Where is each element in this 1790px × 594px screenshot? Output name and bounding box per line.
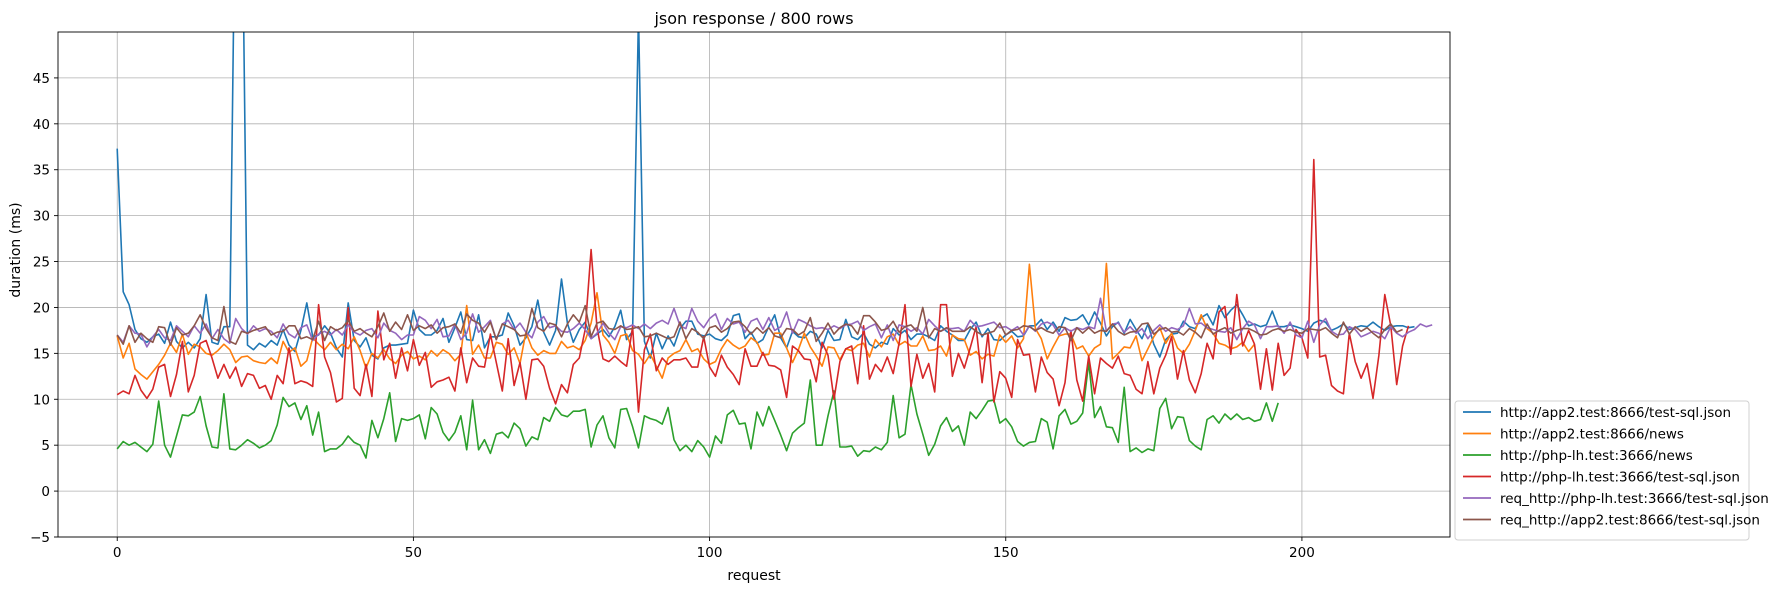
grid [58, 32, 1450, 538]
legend-label-1: http://app2.test:8666/test-sql.json [1500, 405, 1731, 421]
legend-label-6: req_http://app2.test:8666/test-sql.json [1500, 513, 1760, 529]
legend-label-4: http://php-lh.test:3666/test-sql.json [1500, 470, 1740, 486]
series-line-1 [116, 32, 1415, 360]
x-tick-label: 150 [993, 545, 1019, 561]
x-axis-label: request [727, 568, 781, 584]
y-tick-label: 30 [33, 209, 50, 225]
y-tick-label: −5 [30, 530, 50, 546]
y-tick-label: 20 [33, 300, 50, 316]
y-tick-label: 5 [41, 438, 50, 454]
y-tick-label: 40 [33, 117, 50, 133]
legend-label-2: http://app2.test:8666/news [1500, 427, 1684, 443]
chart-title: json response / 800 rows [653, 9, 853, 28]
legend-label-5: req_http://php-lh.test:3666/test-sql.jso… [1500, 491, 1769, 507]
series-line-2 [116, 262, 1256, 380]
legend-box [1454, 400, 1750, 541]
y-tick-label: 45 [33, 71, 50, 87]
series-group [116, 32, 1433, 459]
series-line-4 [116, 158, 1410, 413]
x-tick-label: 100 [697, 545, 723, 561]
x-tick-label: 0 [113, 545, 122, 561]
axes: 0 50 100 150 200 −5 0 5 10 15 20 25 30 35 40 45 [30, 31, 1451, 561]
y-tick-label: 0 [41, 484, 50, 500]
legend: http://app2.test:8666/test-sql.json http:… [1454, 400, 1769, 541]
y-axis-label: duration (ms) [8, 202, 24, 297]
y-tick-label: 15 [33, 346, 50, 362]
x-tick-label: 50 [405, 545, 422, 561]
series-line-6 [116, 304, 1403, 346]
plot-frame [57, 31, 1451, 538]
y-tick-label: 10 [33, 392, 50, 408]
legend-label-3: http://php-lh.test:3666/news [1500, 448, 1693, 464]
x-tick-label: 200 [1289, 545, 1315, 561]
y-tick-label: 35 [33, 163, 50, 179]
y-tick-label: 25 [33, 255, 50, 271]
series-line-3 [116, 361, 1279, 459]
